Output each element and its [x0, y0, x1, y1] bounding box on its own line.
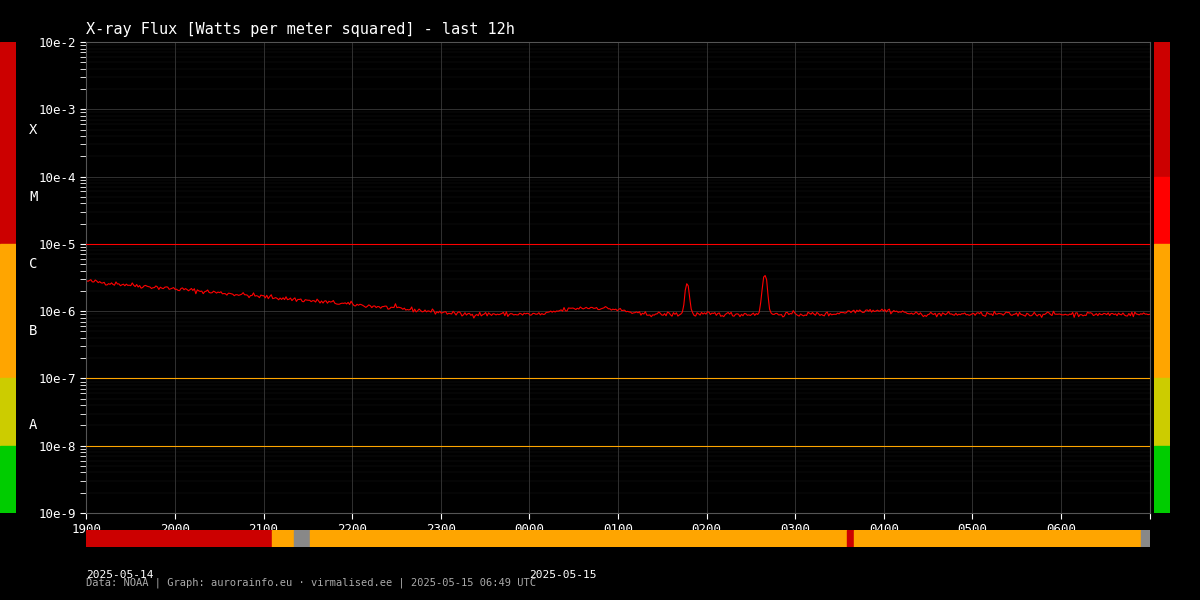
Bar — [1154, 244, 1170, 379]
Bar — [854, 530, 1141, 547]
Bar — [1154, 379, 1170, 446]
Text: 2025-05-14: 2025-05-14 — [86, 569, 154, 580]
Text: X-ray Flux [Watts per meter squared] - last 12h: X-ray Flux [Watts per meter squared] - l… — [86, 22, 515, 37]
Bar — [0, 176, 16, 244]
Bar — [1154, 42, 1170, 176]
Bar — [294, 530, 310, 547]
Text: Data: NOAA | Graph: aurorainfo.eu · virmalised.ee | 2025-05-15 06:49 UTC: Data: NOAA | Graph: aurorainfo.eu · virm… — [86, 577, 536, 588]
Text: C: C — [29, 257, 37, 271]
Text: M: M — [29, 190, 37, 204]
Bar — [0, 379, 16, 446]
Text: X: X — [29, 122, 37, 137]
Text: 2025-05-15: 2025-05-15 — [529, 569, 596, 580]
Bar — [272, 530, 294, 547]
Bar — [1154, 176, 1170, 244]
Bar — [1154, 446, 1170, 513]
Bar — [310, 530, 846, 547]
Text: B: B — [29, 325, 37, 338]
Text: A: A — [29, 418, 37, 433]
Bar — [0, 42, 16, 176]
Bar — [846, 530, 854, 547]
Bar — [86, 530, 272, 547]
Bar — [0, 446, 16, 513]
Bar — [0, 244, 16, 379]
Bar — [1141, 530, 1150, 547]
